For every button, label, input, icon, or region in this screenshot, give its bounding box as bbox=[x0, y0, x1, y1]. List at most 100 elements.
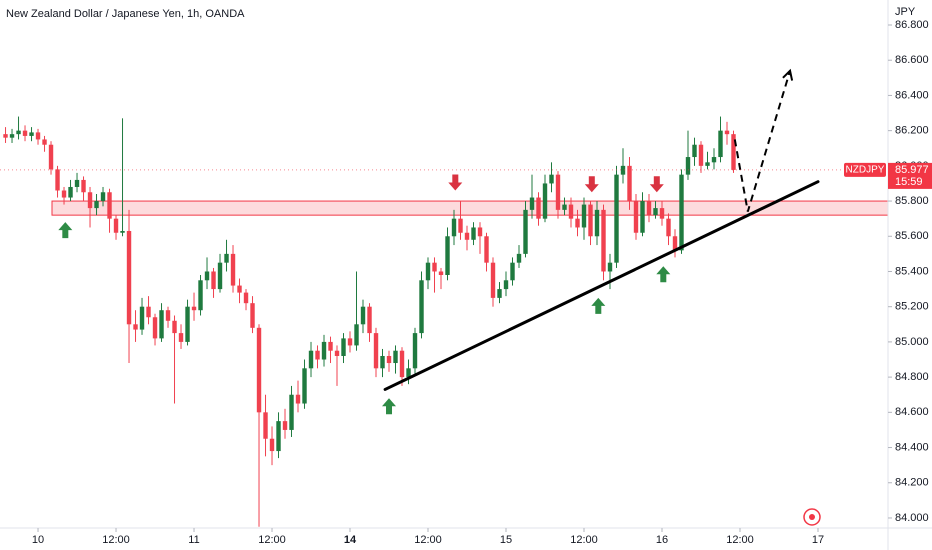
candle-body bbox=[269, 438, 275, 452]
candle-body bbox=[16, 130, 21, 135]
x-tick-label: 16 bbox=[656, 534, 668, 546]
candle-body bbox=[477, 227, 483, 237]
candle-body bbox=[503, 280, 509, 290]
candle-body bbox=[640, 201, 645, 233]
candle-body bbox=[276, 421, 281, 452]
x-tick-label: 15 bbox=[500, 534, 512, 546]
up-arrow bbox=[591, 297, 606, 314]
candle-body bbox=[412, 333, 418, 369]
candle-body bbox=[672, 236, 678, 251]
x-tick-label: 12:00 bbox=[726, 534, 754, 546]
y-tick-label: 85.200 bbox=[895, 301, 929, 313]
candle-body bbox=[555, 174, 561, 210]
candle-body bbox=[217, 262, 223, 290]
candle-body bbox=[614, 174, 619, 263]
candle-body bbox=[646, 201, 652, 216]
candle-body bbox=[48, 144, 54, 170]
symbol-tag bbox=[844, 162, 886, 177]
candle-body bbox=[731, 134, 736, 170]
candle-body bbox=[419, 280, 424, 334]
candle-body bbox=[367, 306, 372, 334]
candle-body bbox=[659, 208, 665, 219]
projection-arrowhead bbox=[782, 68, 794, 81]
y-tick-label: 85.400 bbox=[895, 265, 929, 277]
candle-body bbox=[594, 209, 600, 237]
candle-body bbox=[126, 230, 132, 325]
x-tick-label: 12:00 bbox=[102, 534, 130, 546]
plot-area bbox=[0, 68, 889, 527]
countdown-label: 15:59 bbox=[895, 176, 923, 188]
candle-body bbox=[120, 230, 125, 233]
symbol-label: NZDJPY bbox=[846, 165, 885, 176]
up-arrow bbox=[58, 222, 73, 239]
candle-body bbox=[289, 394, 294, 430]
candle-body bbox=[68, 186, 73, 198]
target-icon[interactable] bbox=[803, 508, 821, 526]
candle-body bbox=[152, 317, 158, 339]
candle-body bbox=[529, 197, 535, 210]
candle-body bbox=[341, 338, 346, 356]
candle-body bbox=[406, 368, 411, 378]
price-label: 85.977 bbox=[895, 164, 929, 176]
candle-body bbox=[328, 341, 333, 351]
y-tick-label: 84.200 bbox=[895, 477, 929, 489]
candle-body bbox=[633, 201, 639, 233]
candle-body bbox=[133, 324, 138, 330]
down-arrow bbox=[649, 176, 664, 193]
candle-body bbox=[373, 333, 379, 369]
candle-body bbox=[692, 144, 697, 158]
y-axis-label: JPY bbox=[895, 6, 916, 18]
candle-body bbox=[198, 280, 203, 311]
candle-body bbox=[438, 271, 444, 276]
candle-body bbox=[679, 174, 684, 251]
up-arrow bbox=[382, 398, 397, 415]
candle-body bbox=[432, 262, 437, 272]
down-arrow bbox=[448, 174, 463, 191]
y-tick-label: 86.600 bbox=[895, 54, 929, 66]
target-dot[interactable] bbox=[809, 514, 815, 520]
candle-body bbox=[146, 306, 151, 318]
candle-body bbox=[178, 333, 184, 342]
candle-body bbox=[159, 310, 164, 339]
candle-body bbox=[542, 183, 548, 219]
candle-body bbox=[295, 394, 301, 404]
y-tick-label: 84.400 bbox=[895, 441, 929, 453]
candle-body bbox=[666, 218, 671, 237]
candle-body bbox=[471, 227, 476, 240]
candle-body bbox=[724, 130, 730, 135]
candle-body bbox=[718, 130, 723, 158]
candle-body bbox=[185, 306, 190, 342]
up-arrow bbox=[656, 266, 671, 283]
candle-body bbox=[653, 208, 658, 216]
candle-body bbox=[139, 306, 145, 330]
candle-body bbox=[35, 132, 41, 140]
candle-body bbox=[334, 350, 340, 356]
candle-body bbox=[523, 209, 528, 254]
candle-body bbox=[685, 157, 691, 175]
candle-body bbox=[308, 350, 314, 369]
candle-body bbox=[9, 134, 15, 138]
candle-body bbox=[698, 144, 704, 166]
candle-body bbox=[204, 271, 210, 281]
y-tick-label: 84.600 bbox=[895, 406, 929, 418]
y-tick-label: 86.800 bbox=[895, 19, 929, 31]
candle-body bbox=[490, 262, 496, 298]
candle-body bbox=[230, 253, 236, 286]
candle-body bbox=[562, 204, 567, 210]
candle-body bbox=[380, 355, 385, 369]
y-tick-label: 85.800 bbox=[895, 195, 929, 207]
candle-body bbox=[165, 310, 171, 321]
candle-body bbox=[458, 218, 463, 233]
trendline bbox=[383, 180, 820, 391]
candle-body bbox=[705, 162, 710, 166]
x-tick-label: 12:00 bbox=[570, 534, 598, 546]
candle-body bbox=[516, 253, 522, 263]
x-tick-label: 17 bbox=[812, 534, 824, 546]
candle-body bbox=[42, 139, 47, 145]
candle-body bbox=[256, 327, 262, 413]
target-ring[interactable] bbox=[803, 508, 821, 526]
candle-body bbox=[263, 412, 268, 439]
y-tick-label: 86.400 bbox=[895, 89, 929, 101]
candle-body bbox=[484, 236, 489, 263]
